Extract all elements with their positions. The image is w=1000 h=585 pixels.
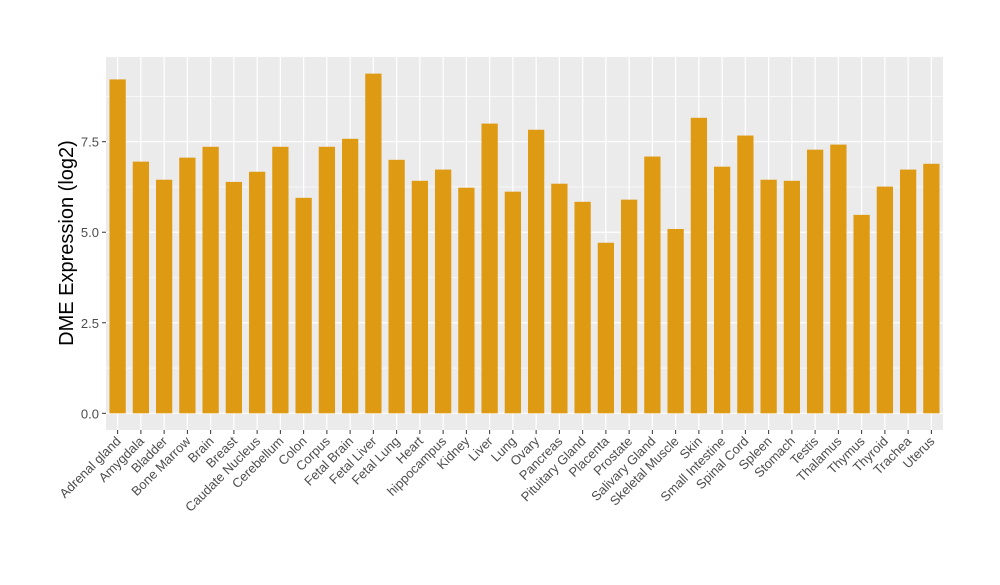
bar-fetal-liver — [365, 73, 382, 414]
bar-trachea — [899, 169, 917, 414]
bar-stomach — [783, 180, 801, 414]
bar-fetal-lung — [388, 159, 405, 414]
bar-hippocampus — [434, 169, 452, 414]
y-tick-label: 7.5 — [81, 135, 99, 150]
bar-testis — [806, 149, 824, 414]
bar-spinal-cord — [737, 135, 754, 414]
y-axis-label: DME Expression (log2) — [56, 140, 78, 346]
bar-thymus — [853, 214, 870, 414]
bar-caudate-nucleus — [248, 171, 266, 414]
bar-skeletal-muscle — [667, 228, 684, 414]
bar-thalamus — [830, 144, 847, 414]
bar-bone-marrow — [179, 157, 196, 414]
bar-brain — [202, 146, 219, 414]
y-tick-label: 5.0 — [81, 225, 99, 240]
bar-corpus — [318, 146, 336, 414]
y-tick-label: 0.0 — [81, 406, 99, 421]
bar-skin — [690, 117, 708, 414]
bar-pancreas — [551, 183, 568, 414]
x-tick-label: Liver — [465, 433, 496, 464]
bar-salivary-gland — [644, 156, 661, 414]
bar-kidney — [458, 187, 475, 414]
bar-cerebellum — [272, 146, 289, 414]
bar-adrenal-gland — [109, 79, 126, 414]
bar-thyroid — [876, 186, 894, 414]
bar-spleen — [760, 179, 777, 414]
bar-bladder — [155, 179, 173, 414]
bar-small-intestine — [713, 166, 731, 414]
bar-ovary — [527, 129, 545, 414]
y-tick-label: 2.5 — [81, 316, 99, 331]
bar-prostate — [620, 199, 638, 414]
bar-amygdala — [132, 161, 150, 414]
bar-placenta — [597, 242, 615, 414]
bar-liver — [481, 123, 498, 414]
bar-uterus — [923, 163, 940, 414]
bar-lung — [504, 191, 522, 414]
bar-colon — [295, 197, 312, 414]
bar-breast — [225, 181, 243, 414]
bar-pituitary-gland — [574, 201, 591, 414]
bar-fetal-brain — [341, 138, 359, 414]
bar-heart — [411, 180, 429, 414]
